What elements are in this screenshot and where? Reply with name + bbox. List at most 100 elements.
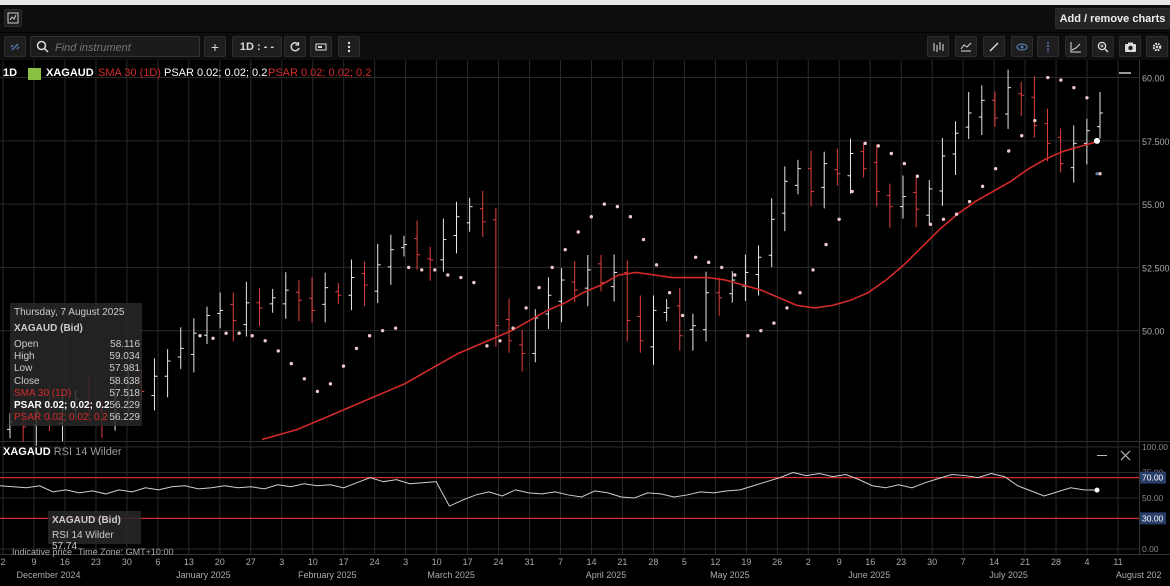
psar-dot bbox=[263, 339, 267, 343]
search-input[interactable] bbox=[53, 38, 197, 57]
rsi-last-dot bbox=[1094, 487, 1100, 493]
psar-dot bbox=[693, 255, 698, 259]
crosshair-icon[interactable] bbox=[1037, 36, 1059, 57]
rsi-tick-label: 70.00 bbox=[1142, 473, 1164, 483]
candle bbox=[808, 150, 815, 207]
candle bbox=[1005, 69, 1012, 129]
last-psar-marker bbox=[1095, 172, 1099, 176]
candle bbox=[1031, 76, 1038, 138]
legend-interval: 1D bbox=[3, 67, 18, 79]
top-bar: Add / remove charts bbox=[0, 5, 1170, 32]
x-day-label: 2 bbox=[806, 557, 811, 567]
indicator-icon[interactable] bbox=[955, 36, 977, 57]
candle bbox=[519, 329, 526, 372]
x-day-label: 7 bbox=[558, 557, 563, 567]
psar-dot bbox=[798, 291, 802, 295]
candle bbox=[637, 295, 644, 353]
candle bbox=[256, 287, 263, 326]
psar-dot bbox=[667, 291, 672, 295]
x-month-label: August 202 bbox=[1116, 570, 1162, 580]
candle bbox=[584, 254, 591, 307]
candle bbox=[768, 198, 775, 268]
legend-psar-1[interactable]: PSAR 0.02; 0.02; 0.2 bbox=[164, 67, 268, 79]
psar-dot bbox=[211, 336, 215, 340]
chart-toolbar: + 1D : - - bbox=[0, 33, 1170, 60]
rsi-minimize-icon[interactable] bbox=[1097, 455, 1107, 456]
psar-dot bbox=[733, 273, 737, 277]
psar-dot bbox=[420, 268, 424, 272]
candle bbox=[440, 218, 447, 272]
candle bbox=[190, 318, 197, 373]
psar-dot bbox=[524, 306, 528, 310]
legend-psar-2[interactable]: PSAR 0.02; 0.02; 0.2 bbox=[268, 67, 372, 79]
psar-dot bbox=[941, 217, 946, 221]
x-month-label: April 2025 bbox=[586, 570, 627, 580]
candle bbox=[1070, 125, 1077, 183]
candle bbox=[729, 271, 736, 303]
candle bbox=[414, 220, 421, 270]
candle bbox=[689, 313, 696, 351]
candle bbox=[466, 197, 473, 232]
candle bbox=[939, 138, 946, 206]
y-tick-label: 55.00 bbox=[1142, 200, 1165, 210]
x-day-label: 13 bbox=[184, 557, 194, 567]
candle bbox=[387, 234, 394, 285]
ohlc-info-box: Thursday, 7 August 2025 XAGAUD (Bid) Ope… bbox=[10, 303, 142, 426]
rsi-tick-label: 100.00 bbox=[1142, 442, 1168, 452]
rsi-title-instrument: XAGAUD bbox=[3, 446, 51, 458]
info-value-low: 57.981 bbox=[109, 363, 140, 374]
x-day-label: 24 bbox=[494, 557, 504, 567]
info-label-close: Close bbox=[14, 376, 40, 387]
psar-dot bbox=[746, 334, 750, 338]
x-day-label: 16 bbox=[865, 557, 875, 567]
link-icon[interactable] bbox=[4, 36, 26, 57]
zoom-icon[interactable] bbox=[1092, 36, 1114, 57]
psar-dot bbox=[928, 222, 933, 227]
candle bbox=[1044, 108, 1051, 162]
candle bbox=[492, 207, 499, 347]
psar-dot bbox=[433, 268, 437, 272]
eye-icon[interactable] bbox=[1011, 36, 1033, 57]
more-options-icon[interactable] bbox=[338, 36, 360, 57]
draw-line-icon[interactable] bbox=[983, 36, 1005, 57]
interval-selector[interactable]: 1D : - - bbox=[232, 36, 282, 57]
x-day-label: 28 bbox=[648, 557, 658, 567]
add-icon[interactable]: + bbox=[204, 36, 226, 57]
psar-dot bbox=[498, 339, 502, 343]
info-instrument: XAGAUD (Bid) bbox=[14, 323, 83, 334]
gear-icon[interactable] bbox=[1146, 36, 1168, 57]
x-day-label: 6 bbox=[155, 557, 160, 567]
info-value-sma: 57.518 bbox=[109, 388, 140, 399]
rsi-band-label-bg bbox=[1140, 512, 1166, 525]
chart-menu-icon[interactable] bbox=[4, 9, 22, 27]
psar-dot bbox=[380, 328, 385, 333]
candle bbox=[558, 268, 565, 323]
psar-dot bbox=[1033, 118, 1037, 123]
psar-dot bbox=[589, 215, 594, 219]
price-chart[interactable]: 50.0052.50055.0057.50060.00100.0075.0070… bbox=[0, 60, 1170, 586]
psar-dot bbox=[967, 199, 972, 204]
chart-type-icon[interactable] bbox=[1065, 36, 1087, 57]
psar-dot bbox=[446, 273, 450, 277]
candle bbox=[991, 91, 998, 127]
legend-sma[interactable]: SMA 30 (1D) bbox=[98, 67, 161, 79]
psar-dot bbox=[680, 313, 685, 318]
psar-dot bbox=[720, 265, 724, 270]
main-pane-minimize-icon[interactable] bbox=[1119, 72, 1131, 74]
rsi-close-icon[interactable] bbox=[1120, 450, 1131, 461]
candle-style-icon[interactable] bbox=[927, 36, 949, 57]
x-day-label: 28 bbox=[1051, 557, 1061, 567]
x-day-label: 31 bbox=[525, 557, 535, 567]
candle bbox=[400, 235, 407, 257]
rsi-tick-label: 0.00 bbox=[1142, 544, 1159, 554]
info-label-low: Low bbox=[14, 363, 33, 374]
rsi-info-instrument: XAGAUD (Bid) bbox=[52, 515, 121, 526]
x-month-label: March 2025 bbox=[427, 570, 475, 580]
instrument-search[interactable] bbox=[30, 36, 200, 57]
candle bbox=[243, 281, 250, 337]
camera-icon[interactable] bbox=[1119, 36, 1141, 57]
candle bbox=[926, 180, 933, 225]
display-icon[interactable] bbox=[310, 36, 332, 57]
refresh-icon[interactable] bbox=[284, 36, 306, 57]
add-remove-charts-button[interactable]: Add / remove charts bbox=[1055, 8, 1170, 29]
